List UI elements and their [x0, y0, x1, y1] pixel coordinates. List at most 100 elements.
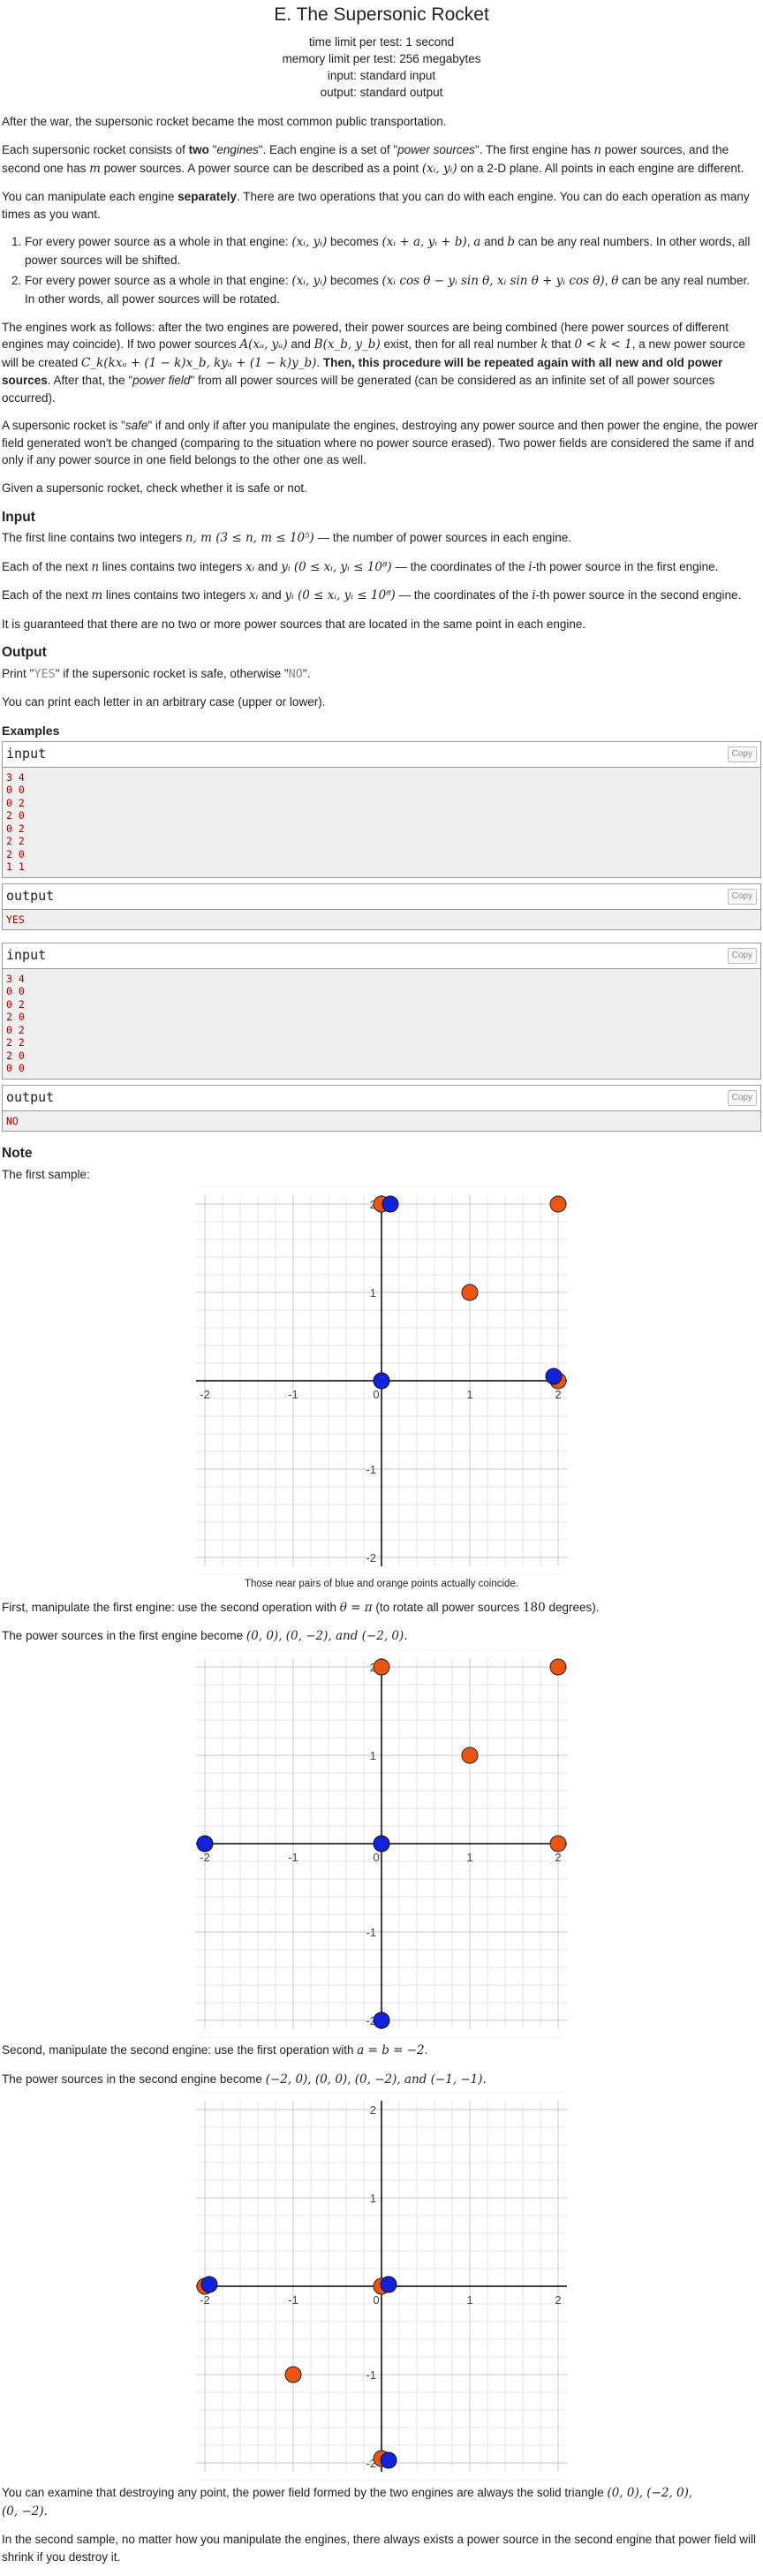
statement-p6: Given a supersonic rocket, check whether…	[2, 481, 307, 495]
math: (0, −2).	[2, 2504, 48, 2519]
text-italic: power sources	[397, 143, 475, 156]
example-1-input: input Copy 3 4 0 0 0 2 2 0 0 2 2 2 2 0 1 …	[2, 741, 761, 878]
text: can be any real number. In other words, …	[25, 274, 750, 306]
text: degrees).	[545, 1600, 600, 1614]
input-line-3: Each of the next m lines contains two in…	[2, 587, 761, 605]
sample-output-text: YES	[3, 909, 760, 930]
math: (−2, 0), (0, 0), (0, −2), and (−1, −1).	[265, 2072, 487, 2087]
text-italic: engines	[216, 143, 259, 156]
text: -th power source in the first engine.	[532, 559, 719, 573]
text: and	[258, 588, 285, 602]
text: Each supersonic rocket consists of	[2, 143, 189, 156]
text: -th power source in the second engine.	[535, 588, 742, 602]
text-bold: separately	[178, 190, 237, 204]
blue-point	[373, 1835, 390, 1852]
math: a	[473, 235, 481, 250]
text: ". Each engine is a set of "	[258, 143, 398, 156]
text-italic: safe	[125, 419, 148, 433]
code: NO	[288, 666, 303, 681]
text-italic: power field	[132, 374, 191, 388]
math: (xᵢ + a, yᵢ + b)	[382, 235, 467, 250]
text: — the number of power sources in each en…	[314, 531, 571, 545]
copy-button[interactable]: Copy	[727, 947, 757, 965]
y-tick-label: 1	[370, 2192, 376, 2205]
text: — the coordinates of the	[391, 559, 529, 573]
math: (xᵢ, yᵢ)	[421, 161, 457, 176]
math: xᵢ	[248, 588, 259, 603]
statement-p3: You can manipulate each engine separatel…	[2, 188, 761, 223]
output-file: output: standard output	[320, 86, 443, 100]
y-tick-label: 2	[370, 1661, 376, 1674]
x-tick-label: 2	[555, 1851, 561, 1864]
orange-point	[461, 1746, 479, 1764]
text: For every power source as a whole in tha…	[25, 274, 292, 288]
y-tick-label: -2	[366, 1551, 376, 1565]
text: exist, then for all real number	[380, 337, 541, 352]
text: ,	[466, 235, 474, 249]
plot-after-shift: -2 -2 -1 -1 0 1 1 2 2	[196, 2092, 567, 2481]
y-tick-label: -2	[366, 2014, 376, 2027]
copy-button[interactable]: Copy	[727, 888, 757, 905]
y-tick-label: 1	[370, 1286, 376, 1299]
text: and	[287, 337, 314, 352]
text: The engines work as follows: after the t…	[2, 320, 729, 352]
text: that	[548, 337, 575, 352]
input-file: input: standard input	[327, 69, 436, 83]
sample-output-text: NO	[3, 1110, 760, 1132]
input-heading: Input	[2, 509, 35, 525]
examples-heading: Examples	[2, 723, 60, 738]
example-2-output: output Copy NO	[2, 1084, 761, 1133]
example-1-output: output Copy YES	[2, 883, 761, 931]
operation-shift: For every power source as a whole in tha…	[25, 233, 761, 269]
note-first-sample: The first sample:	[2, 1167, 90, 1181]
text: can be any real numbers. In other words,…	[25, 235, 751, 267]
blue-point	[200, 2276, 218, 2293]
text: The power sources in the second engine b…	[2, 2072, 266, 2086]
plot-caption: Those near pairs of blue and orange poin…	[244, 1579, 519, 1590]
note-step-6: In the second sample, no matter how you …	[2, 2533, 756, 2564]
y-tick-label: 1	[370, 1749, 376, 1762]
x-tick-label: -1	[288, 1388, 298, 1401]
y-tick-label: -1	[366, 2368, 376, 2382]
math: C_k(kxₐ + (1 − k)x_b, kyₐ + (1 − k)y_b)	[81, 355, 317, 370]
example-2-input: input Copy 3 4 0 0 0 2 2 0 0 2 2 2 2 0 0 …	[2, 943, 761, 1080]
blue-point	[196, 1835, 214, 1852]
statement-p1: After the war, the supersonic rocket bec…	[2, 115, 447, 129]
sample-input-text: 3 4 0 0 0 2 2 0 0 2 2 2 2 0 0 0	[3, 968, 760, 1079]
blue-point	[380, 2451, 397, 2469]
text: ". The first engine has	[474, 143, 594, 156]
example-2: input Copy 3 4 0 0 0 2 2 0 0 2 2 2 2 0 0 …	[2, 943, 761, 1133]
orange-point	[373, 1658, 390, 1676]
math: A(xₐ, yₐ)	[239, 337, 288, 352]
note-section: Note The first sample: -2 -2 -1 -1 0 1 1 2 2 Tho…	[2, 1144, 761, 2565]
orange-point	[549, 1195, 567, 1213]
plot-after-rotation: -2 -2 -1 -1 0 1 1 2 2	[196, 1649, 567, 2038]
input-label: input	[6, 746, 47, 762]
text-bold: Then, this procedure will be repeated ag…	[2, 355, 723, 388]
y-tick-label: -1	[366, 1926, 376, 1939]
copy-button[interactable]: Copy	[727, 746, 757, 763]
input-specification: Input The first line contains two intege…	[2, 508, 761, 633]
sample-title: output Copy	[3, 1086, 760, 1111]
text: ,	[604, 274, 612, 288]
math: i	[528, 559, 533, 574]
math: m	[91, 588, 103, 603]
plot-first-sample: -2 -2 -1 -1 0 1 1 2 2	[196, 1186, 567, 1576]
copy-button[interactable]: Copy	[727, 1089, 757, 1107]
text: and	[480, 235, 508, 249]
math: i	[532, 588, 536, 603]
text: (to rotate all power sources	[372, 1600, 523, 1614]
text: You can examine that destroying any poin…	[2, 2486, 608, 2500]
problem-header: E. The Supersonic Rocket time limit per …	[2, 0, 761, 101]
text: . After that, the "	[47, 374, 133, 388]
time-limit: time limit per test: 1 second	[308, 35, 455, 49]
orange-point	[461, 1284, 479, 1301]
text: " if the supersonic rocket is safe, othe…	[55, 666, 289, 680]
memory-limit: memory limit per test: 256 megabytes	[282, 52, 481, 66]
output-label: output	[6, 1088, 55, 1105]
text: , a new power source will be created	[2, 337, 746, 369]
output-heading: Output	[2, 645, 47, 661]
text: . There are two operations that you can …	[2, 190, 750, 221]
sample-input-text: 3 4 0 0 0 2 2 0 0 2 2 2 2 0 1 1	[3, 767, 760, 877]
text: on a 2-D plane. All points in each engin…	[457, 161, 744, 175]
